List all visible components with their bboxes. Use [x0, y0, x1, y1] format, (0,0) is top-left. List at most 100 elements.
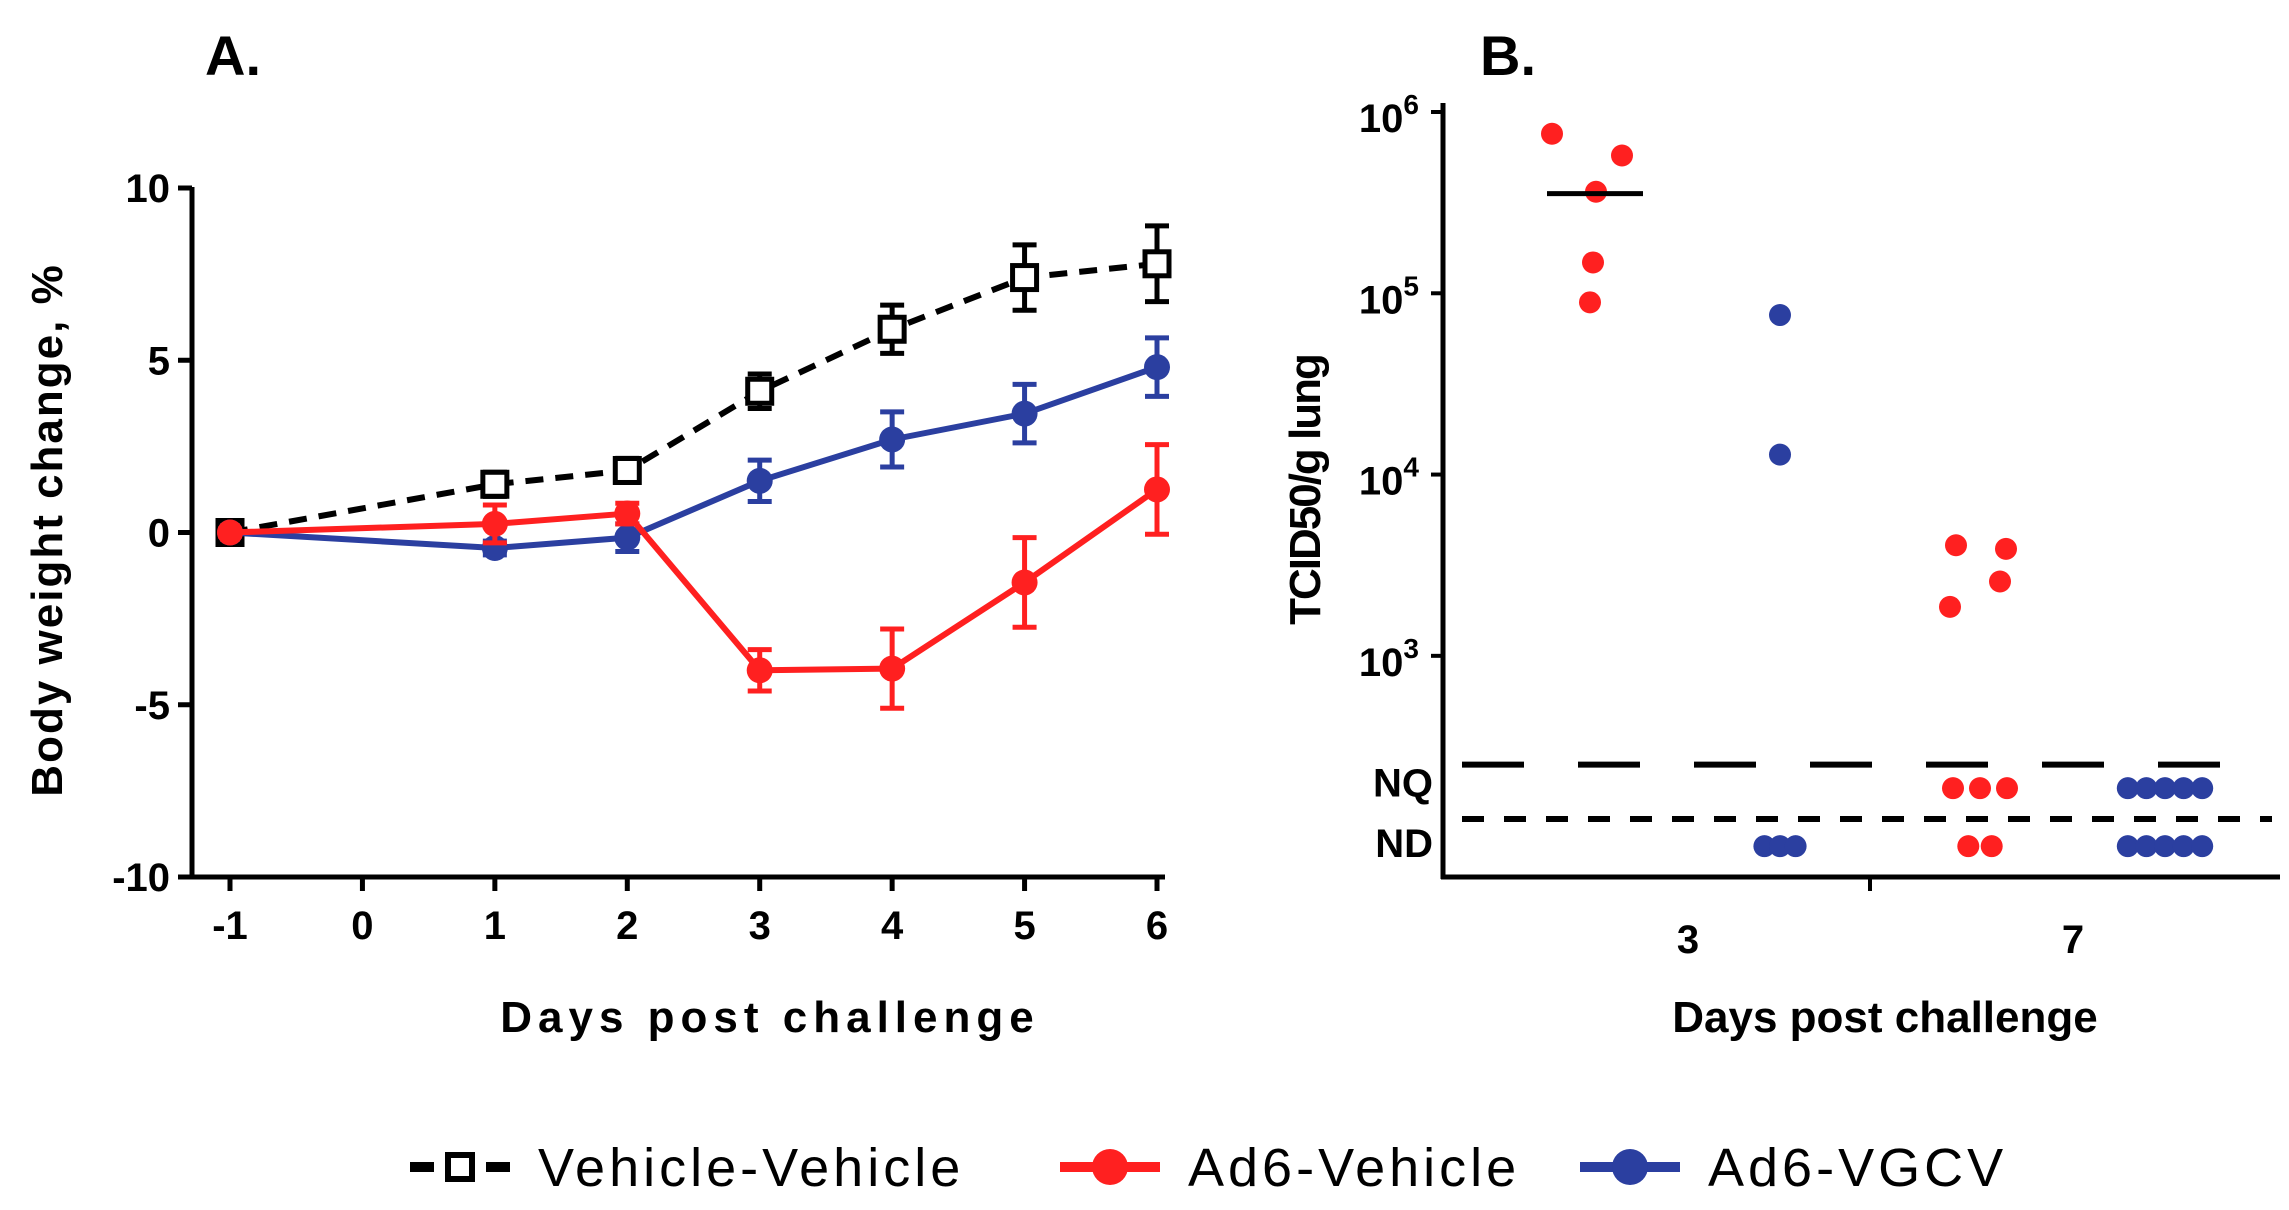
data-point — [879, 655, 906, 682]
data-point — [480, 469, 510, 499]
panel-a-y-tick-label: -10 — [112, 856, 170, 900]
data-point — [1011, 400, 1038, 427]
panel-a-label: A. — [205, 24, 261, 87]
point-group-ad6-vehicle-day-3 — [1541, 122, 1643, 314]
tick-base: 10 — [1359, 97, 1404, 141]
data-point — [746, 657, 773, 684]
reference-label-nd: ND — [1375, 822, 1433, 866]
data-point — [1942, 777, 1964, 800]
legend-item-vehicle-vehicle: Vehicle-Vehicle — [410, 1138, 964, 1198]
data-point — [745, 376, 775, 406]
data-point — [614, 500, 641, 527]
tick-exponent: 6 — [1403, 89, 1419, 120]
data-point — [2135, 835, 2158, 858]
legend-marker — [445, 1152, 475, 1182]
data-point — [1753, 835, 1776, 858]
data-point — [746, 467, 773, 494]
data-point — [1769, 443, 1791, 466]
panel-b-label: B. — [1480, 24, 1536, 87]
point-group-ad6-vehicle-day-7 — [1939, 534, 2018, 858]
data-point — [1995, 537, 2017, 560]
data-point — [1611, 144, 1633, 167]
data-point — [2154, 835, 2176, 858]
tick-exponent: 3 — [1403, 633, 1419, 664]
data-point — [1996, 777, 2018, 800]
panel-b-y-axis-title: TCID50/g lung — [1281, 355, 1330, 625]
data-point — [2191, 777, 2214, 800]
legend-item-ad6-vgcv: Ad6-VGCV — [1580, 1138, 2007, 1198]
point-group-ad6-vgcv-day-3 — [1753, 304, 1807, 858]
panel-a-x-tick-label: 0 — [351, 904, 373, 948]
panel-a-x-tick-label: 1 — [484, 904, 506, 948]
tick-base: 10 — [1359, 641, 1404, 685]
data-point — [1579, 291, 1601, 314]
data-point — [614, 524, 641, 551]
data-point — [1957, 835, 1980, 858]
data-point — [1939, 595, 1961, 618]
data-point — [1541, 122, 1563, 145]
panel-a-y-tick-label: 10 — [126, 167, 171, 211]
data-point — [2172, 777, 2195, 800]
panel-b-y-tick-label: 104 — [1359, 452, 1420, 504]
legend-item-ad6-vehicle: Ad6-Vehicle — [1060, 1138, 1520, 1198]
data-point — [481, 510, 508, 537]
panel-a-x-tick-label: -1 — [212, 904, 248, 948]
data-point — [1980, 835, 2003, 858]
data-point — [1144, 476, 1170, 503]
panel-a-x-tick-label: 6 — [1146, 904, 1168, 948]
panel-a-x-tick-label: 2 — [616, 904, 638, 948]
panel-a-y-tick-label: 5 — [148, 339, 170, 383]
panel-a-x-axis-title: Days post challenge — [500, 993, 1039, 1042]
point-group-ad6-vgcv-day-7 — [2116, 777, 2214, 858]
legend: Vehicle-Vehicle Ad6-Vehicle Ad6-VGCV — [410, 1138, 2007, 1198]
series-line — [229, 260, 1158, 536]
data-point — [2116, 835, 2139, 858]
tick-base: 10 — [1359, 278, 1404, 322]
legend-label: Ad6-VGCV — [1708, 1138, 2007, 1198]
panel-a-y-tick-label: -5 — [134, 684, 170, 728]
tick-base: 10 — [1359, 460, 1404, 504]
data-point — [1011, 569, 1038, 596]
panel-b-x-tick-label: 3 — [1677, 918, 1699, 962]
panel-b-points — [1541, 122, 2214, 858]
data-point — [1989, 570, 2011, 593]
panel-b-y-tick-label: 106 — [1359, 89, 1419, 141]
data-point — [1769, 835, 1791, 858]
data-point — [1784, 835, 1807, 858]
data-point — [1144, 354, 1170, 381]
data-point — [2154, 777, 2176, 800]
data-point — [2172, 835, 2195, 858]
panel-a-x-tick-label: 4 — [881, 904, 904, 948]
data-point — [1969, 777, 1991, 800]
panel-b-x-tick-label: 7 — [2062, 918, 2084, 962]
legend-label: Vehicle-Vehicle — [538, 1138, 964, 1198]
data-point — [1142, 249, 1172, 279]
data-point — [877, 314, 907, 344]
legend-marker — [1092, 1149, 1128, 1185]
series-ad6-vehicle — [217, 442, 1170, 711]
panel-a-x-tick-label: 5 — [1013, 904, 1035, 948]
data-point — [1010, 263, 1040, 293]
panel-a-x-tick-label: 3 — [749, 904, 771, 948]
legend-label: Ad6-Vehicle — [1188, 1138, 1520, 1198]
reference-label-nq: NQ — [1373, 762, 1433, 806]
data-point — [612, 455, 642, 485]
panel-a-series — [215, 223, 1172, 711]
data-point — [2135, 777, 2158, 800]
tick-exponent: 5 — [1403, 270, 1419, 301]
panel-b-x-axis-title: Days post challenge — [1672, 993, 2097, 1042]
panel-b-y-tick-label: 105 — [1359, 270, 1419, 322]
series-line — [229, 364, 1158, 552]
data-point — [2191, 835, 2214, 858]
panel-a-y-tick-label: 0 — [148, 512, 170, 556]
data-point — [879, 426, 906, 453]
data-point — [1945, 534, 1967, 557]
data-point — [2116, 777, 2139, 800]
tick-exponent: 4 — [1403, 452, 1419, 483]
legend-marker — [1612, 1149, 1648, 1185]
panel-a-y-axis-title: Body weight change, % — [23, 263, 72, 796]
